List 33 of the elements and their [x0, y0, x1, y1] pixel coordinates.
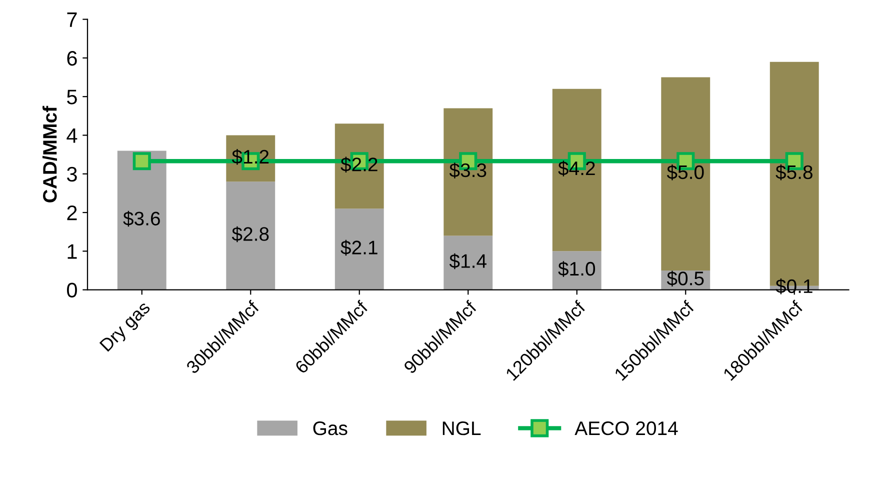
data-label: $3.3 [449, 162, 486, 178]
data-label: $0.1 [776, 278, 812, 294]
bar [552, 88, 602, 252]
data-label: $5.0 [666, 164, 704, 180]
y-tick-label: 4 [66, 128, 78, 143]
y-tick-label: 7 [67, 12, 77, 27]
legend-label: Gas [313, 421, 348, 436]
data-label: $3.6 [123, 210, 160, 227]
bar [117, 150, 166, 290]
y-tick-label: 5 [67, 90, 77, 104]
data-label: $1.4 [449, 253, 486, 270]
y-tick-label: 3 [66, 166, 77, 182]
legend-label: AECO 2014 [574, 421, 678, 436]
legend-label: NGL [442, 421, 481, 436]
bar [552, 251, 602, 290]
bar [334, 124, 384, 209]
bar [444, 236, 493, 290]
data-label: $2.8 [232, 226, 269, 242]
bar [226, 182, 276, 290]
bar [444, 108, 493, 236]
data-label: $4.2 [558, 160, 595, 176]
data-label: $0.5 [666, 270, 704, 287]
data-label: $1.0 [558, 261, 596, 277]
data-label: $2.1 [340, 240, 378, 256]
x-tick-label: Dry gas [99, 300, 154, 354]
y-tick-label: 1 [68, 244, 77, 259]
y-tick-label: 0 [67, 282, 77, 298]
y-axis-title: CAD/MMcf [42, 106, 57, 202]
bar [661, 77, 710, 270]
y-tick-label: 2 [67, 206, 77, 220]
bar [334, 208, 384, 290]
y-tick-label: 6 [67, 50, 77, 66]
data-label: $5.8 [776, 164, 812, 180]
